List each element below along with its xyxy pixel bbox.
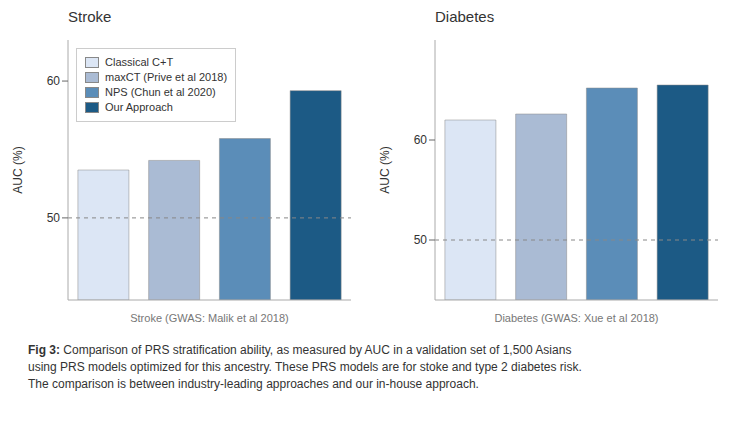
html-text:Classical C+T: Classical C+T — [105, 56, 174, 68]
svg-text:Stroke (GWAS: Malik et al 2018: Stroke (GWAS: Malik et al 2018) — [130, 312, 289, 324]
html-text:using PRS models optimized for: using PRS models optimized for this ance… — [28, 360, 582, 374]
svg-text:Diabetes (GWAS: Xue et al 2018: Diabetes (GWAS: Xue et al 2018) — [494, 312, 658, 324]
html-text:maxCT (Prive et al 2018): maxCT (Prive et al 2018) — [105, 71, 228, 83]
svg-text:AUC (%): AUC (%) — [11, 146, 25, 193]
svg-text:60: 60 — [414, 133, 428, 147]
html-text:Fig 3: Comparison of PRS strat: Fig 3: Comparison of PRS stratification … — [28, 343, 572, 357]
html-text:Our Approach: Our Approach — [105, 101, 173, 113]
svg-text:60: 60 — [47, 74, 61, 88]
html-text:Stroke: Stroke — [68, 8, 112, 25]
svg-text:AUC (%): AUC (%) — [378, 146, 392, 193]
svg-text:50: 50 — [47, 211, 61, 225]
html-text:Diabetes: Diabetes — [435, 8, 495, 25]
svg-text:50: 50 — [414, 233, 428, 247]
html-text:NPS (Chun et al 2020): NPS (Chun et al 2020) — [105, 86, 216, 98]
html-text:The comparison is between indu: The comparison is between industry-leadi… — [28, 377, 479, 391]
